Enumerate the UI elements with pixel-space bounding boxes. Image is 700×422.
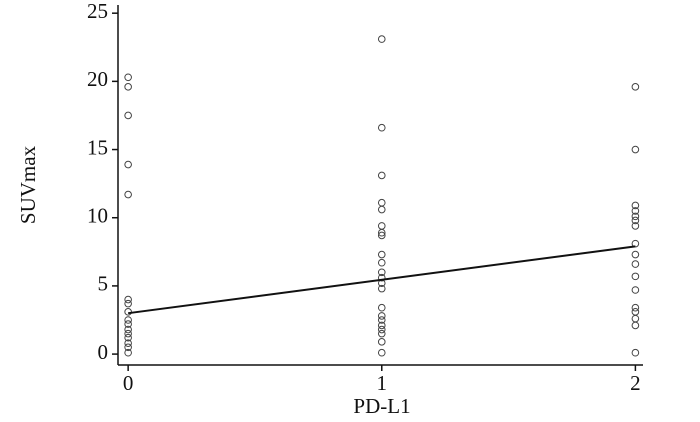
point bbox=[377, 231, 386, 240]
x-axis-label: PD-L1 bbox=[353, 394, 410, 418]
y-tick-label: 0 bbox=[98, 340, 109, 364]
point bbox=[377, 228, 386, 237]
point bbox=[124, 295, 132, 304]
y-tick-label: 25 bbox=[87, 0, 108, 23]
point bbox=[377, 329, 386, 338]
point bbox=[631, 308, 640, 316]
point bbox=[377, 316, 386, 324]
point bbox=[377, 222, 386, 230]
y-tick-label: 15 bbox=[87, 135, 108, 159]
point bbox=[631, 348, 640, 357]
x-tick-label: 2 bbox=[630, 371, 641, 395]
point bbox=[631, 201, 640, 210]
point bbox=[377, 338, 386, 346]
point bbox=[124, 299, 132, 308]
point bbox=[377, 198, 386, 207]
point bbox=[377, 303, 386, 312]
point bbox=[377, 284, 386, 293]
point bbox=[124, 73, 132, 82]
point bbox=[631, 212, 640, 221]
point bbox=[124, 339, 132, 347]
point bbox=[124, 316, 132, 324]
point bbox=[124, 111, 132, 120]
point bbox=[124, 348, 132, 357]
y-tick-label: 5 bbox=[98, 272, 109, 296]
point bbox=[631, 207, 640, 215]
point bbox=[377, 268, 386, 277]
point bbox=[124, 83, 132, 91]
point bbox=[377, 171, 386, 180]
point bbox=[377, 35, 386, 43]
point bbox=[631, 260, 640, 268]
point bbox=[377, 123, 386, 132]
x-tick-label: 0 bbox=[123, 371, 134, 395]
point bbox=[124, 329, 132, 338]
point bbox=[631, 272, 640, 281]
point bbox=[124, 160, 132, 169]
point bbox=[124, 325, 132, 334]
point bbox=[631, 250, 640, 259]
point bbox=[124, 343, 132, 352]
point bbox=[631, 321, 640, 330]
y-axis-label: SUVmax bbox=[16, 145, 40, 224]
point bbox=[631, 314, 640, 323]
point bbox=[377, 321, 386, 330]
point bbox=[377, 312, 386, 320]
point bbox=[124, 320, 132, 328]
y-tick-label: 10 bbox=[87, 204, 108, 228]
point bbox=[631, 83, 640, 91]
y-tick-label: 20 bbox=[87, 67, 108, 91]
point bbox=[377, 348, 386, 357]
point bbox=[377, 250, 386, 259]
point bbox=[377, 205, 386, 214]
point bbox=[124, 333, 132, 342]
point bbox=[124, 308, 132, 316]
trend-line bbox=[128, 245, 636, 315]
point bbox=[631, 145, 640, 154]
point bbox=[124, 190, 132, 199]
point bbox=[631, 303, 640, 312]
point bbox=[377, 258, 386, 267]
x-tick-label: 1 bbox=[377, 371, 388, 395]
point bbox=[377, 325, 386, 334]
point bbox=[377, 273, 386, 282]
point bbox=[631, 286, 640, 294]
point bbox=[631, 222, 640, 230]
point bbox=[631, 216, 640, 225]
